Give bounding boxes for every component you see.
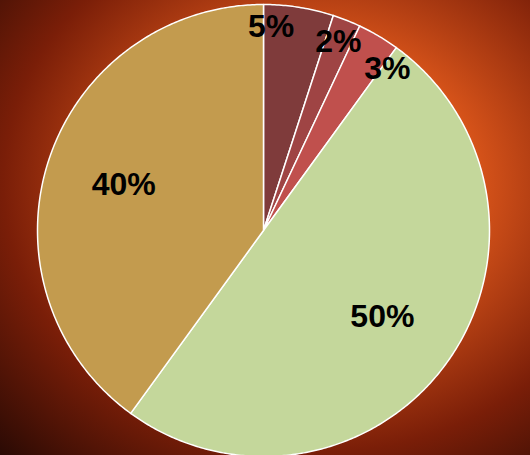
svg-text:2%: 2% bbox=[315, 23, 361, 59]
svg-text:3%: 3% bbox=[364, 50, 410, 86]
svg-text:40%: 40% bbox=[92, 166, 156, 202]
svg-text:50%: 50% bbox=[350, 298, 414, 334]
svg-text:5%: 5% bbox=[248, 8, 294, 44]
